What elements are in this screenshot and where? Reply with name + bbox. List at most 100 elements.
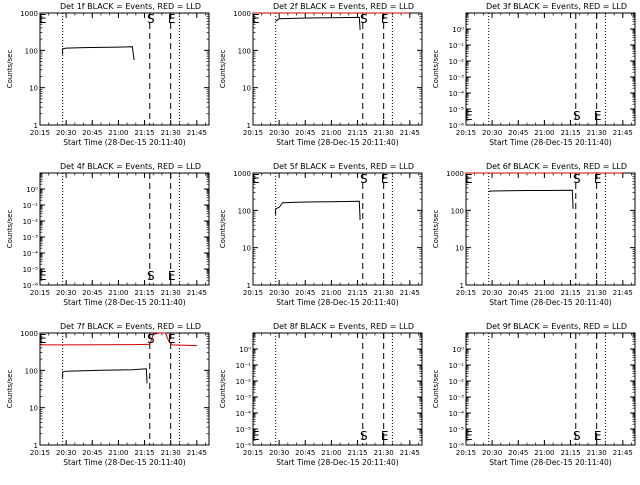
plot-frame [39,332,210,446]
detector-panel-4: Det 4f BLACK = Events, RED = LLD 10⁰ 10⁻¹ 1… [0,160,213,320]
chart-title: Det 4f BLACK = Events, RED = LLD [60,162,201,171]
marker-s: S [147,332,155,346]
x-tick-label: 21:15 [560,129,580,137]
x-tick-label: 20:45 [508,449,528,457]
x-tick-label: 21:30 [374,449,394,457]
x-tick-label: 20:30 [482,289,502,297]
start-marker-e-left: E [39,332,47,346]
chart-svg: Det 2f BLACK = Events, RED = LLD 1 10 100 10… [219,2,423,147]
chart-svg: Det 6f BLACK = Events, RED = LLD 1 10 100 10… [432,162,636,307]
x-tick-label: 21:45 [187,289,207,297]
chart-svg: Det 3f BLACK = Events, RED = LLD 10⁰ 10⁻¹ 1… [432,2,636,147]
y-tick-label: 10⁻³ [23,234,39,242]
marker-e: E [168,12,176,26]
y-tick-label: 10⁰ [452,26,464,34]
x-tick-label: 21:45 [187,449,207,457]
chart-title: Det 3f BLACK = Events, RED = LLD [486,2,627,11]
start-marker-e-left: E [465,172,473,186]
x-tick-label: 21:45 [613,449,633,457]
y-tick-label: 10⁻⁵ [449,106,465,114]
marker-s: S [360,172,368,186]
y-tick-label: 10 [242,245,251,253]
start-marker-e-left: E [252,429,260,443]
y-tick-label: 10⁻⁶ [449,442,465,450]
start-marker-e-left: E [39,12,47,26]
start-marker-e-left: E [465,429,473,443]
x-tick-label: 21:30 [587,289,607,297]
x-tick-label: 20:15 [30,129,50,137]
y-tick-label: 10⁰ [26,186,38,194]
events-series-line [275,16,361,31]
x-tick-label: 21:00 [534,129,554,137]
y-tick-label: 100 [238,207,251,215]
plot-frame [465,332,636,446]
y-tick-label: 100 [238,47,251,55]
x-tick-label: 21:45 [400,449,420,457]
chart-title: Det 6f BLACK = Events, RED = LLD [486,162,627,171]
x-tick-label: 20:30 [482,449,502,457]
x-tick-label: 21:30 [161,449,181,457]
marker-e: E [168,269,176,283]
y-tick-label: 10 [455,245,464,253]
detector-panel-2: Det 2f BLACK = Events, RED = LLD 1 10 100 10… [213,0,426,160]
x-tick-label: 21:30 [587,129,607,137]
y-tick-label: 10⁻¹ [23,202,39,210]
y-tick-label: 1 [247,122,251,130]
y-tick-label: 10⁻¹ [449,362,465,370]
y-tick-label: 1000 [233,170,251,178]
x-tick-label: 20:30 [269,449,289,457]
x-tick-label: 20:15 [243,129,263,137]
x-tick-label: 21:00 [321,289,341,297]
detector-panel-1: Det 1f BLACK = Events, RED = LLD 1 10 100 10… [0,0,213,160]
x-tick-label: 21:15 [560,449,580,457]
x-tick-label: 20:30 [56,449,76,457]
x-axis-label: Start Time (28-Dec-15 20:11:40) [63,458,185,467]
y-axis-label: Counts/sec [219,50,227,89]
y-tick-label: 10⁻⁶ [23,282,39,290]
y-tick-label: 1000 [20,10,38,18]
y-tick-label: 10⁻² [449,378,465,386]
start-marker-e-left: E [252,172,260,186]
y-tick-label: 10 [242,85,251,93]
x-tick-label: 20:45 [82,129,102,137]
x-tick-label: 21:15 [347,449,367,457]
y-tick-label: 10⁻⁵ [23,266,39,274]
x-tick-label: 21:00 [321,449,341,457]
x-axis-label: Start Time (28-Dec-15 20:11:40) [489,138,611,147]
y-tick-label: 1 [460,282,464,290]
plot-frame [465,12,636,126]
y-axis-label: Counts/sec [432,370,440,409]
x-tick-label: 20:15 [30,289,50,297]
plot-frame [252,172,423,286]
y-axis-label: Counts/sec [6,50,14,89]
x-tick-label: 20:45 [82,289,102,297]
x-tick-label: 20:45 [295,129,315,137]
marker-e: E [594,109,602,123]
y-tick-label: 10⁻³ [449,74,465,82]
marker-e: E [594,172,602,186]
marker-s: S [573,109,581,123]
x-axis-label: Start Time (28-Dec-15 20:11:40) [63,298,185,307]
start-marker-e-left: E [252,12,260,26]
x-tick-label: 21:45 [400,129,420,137]
x-axis-label: Start Time (28-Dec-15 20:11:40) [489,298,611,307]
x-axis-label: Start Time (28-Dec-15 20:11:40) [276,298,398,307]
y-axis-label: Counts/sec [219,210,227,249]
marker-s: S [147,12,155,26]
y-tick-label: 10⁻⁴ [236,410,252,418]
plot-frame [252,12,423,126]
marker-e: E [381,12,389,26]
x-tick-label: 20:15 [30,449,50,457]
y-tick-label: 10⁰ [452,346,464,354]
events-series-line [274,200,361,221]
marker-e: E [594,429,602,443]
marker-e: E [381,172,389,186]
y-tick-label: 10⁻² [236,378,252,386]
y-tick-label: 10⁻¹ [449,42,465,50]
chart-svg: Det 4f BLACK = Events, RED = LLD 10⁰ 10⁻¹ 1… [6,162,210,307]
x-tick-label: 20:30 [482,129,502,137]
x-tick-label: 21:45 [613,289,633,297]
marker-e: E [168,332,176,346]
x-axis-label: Start Time (28-Dec-15 20:11:40) [489,458,611,467]
